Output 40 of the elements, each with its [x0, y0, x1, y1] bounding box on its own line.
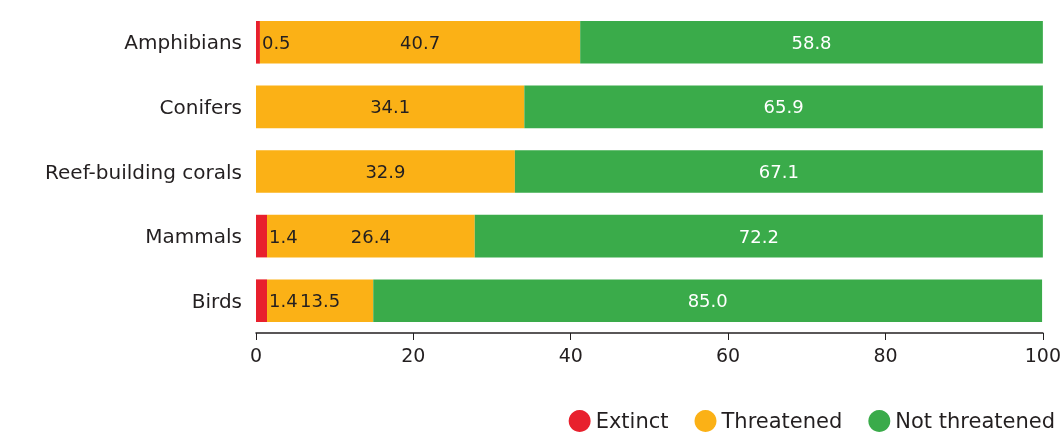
bar — [580, 20, 1043, 64]
x-tick-label: 0 — [249, 343, 263, 366]
y-tick-label: Mammals — [145, 224, 242, 249]
bar — [256, 150, 515, 193]
x-tick-label: 100 — [1024, 343, 1061, 366]
x-tick-label: 40 — [558, 343, 583, 366]
y-tick-label: Birds — [191, 288, 242, 313]
y-tick-label: Amphibians — [124, 30, 242, 55]
data-label: 34.1 — [370, 96, 411, 118]
data-label: 85.0 — [687, 290, 728, 312]
bar — [474, 214, 1043, 258]
y-tick-label: Conifers — [159, 94, 242, 119]
data-label: 32.9 — [365, 161, 406, 182]
x-tick-label: 60 — [716, 343, 741, 366]
bar — [256, 214, 268, 258]
data-label: 0.5 — [261, 31, 291, 53]
bar — [259, 20, 581, 64]
bar — [524, 85, 1043, 129]
data-label: 1.4 — [269, 225, 298, 247]
data-label: 58.8 — [791, 31, 832, 53]
bar — [267, 279, 374, 323]
bar — [256, 20, 260, 64]
data-label: 40.7 — [400, 31, 441, 53]
data-label: 72.2 — [738, 225, 779, 247]
legend-label: Extinct — [595, 409, 669, 433]
bar — [256, 85, 525, 129]
bar — [373, 279, 1043, 323]
bar — [256, 279, 268, 323]
data-label: 26.4 — [350, 225, 391, 247]
legend-label: Threatened — [720, 409, 843, 433]
x-tick-label: 80 — [873, 343, 898, 366]
data-label: 67.1 — [758, 161, 799, 182]
data-label: 65.9 — [763, 96, 804, 118]
data-label: 1.4 — [269, 290, 298, 312]
x-tick-label: 20 — [401, 343, 426, 366]
legend-label: Not threatened — [895, 409, 1055, 433]
data-label: 13.5 — [300, 290, 341, 312]
bar — [514, 150, 1043, 193]
bar — [267, 214, 475, 258]
y-tick-label: Reef-building corals — [45, 159, 242, 184]
